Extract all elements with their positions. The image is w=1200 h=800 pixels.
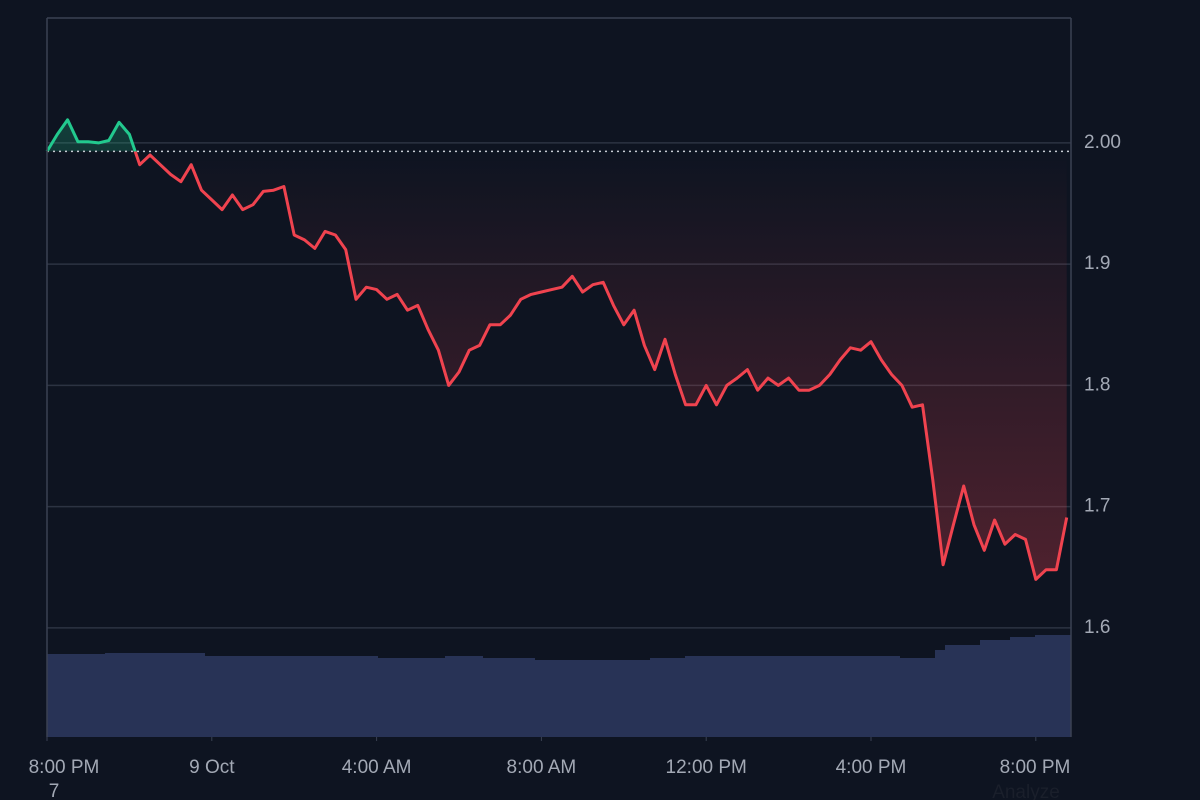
price-line <box>45 118 1069 581</box>
x-tick-label: 9 Oct <box>189 757 235 778</box>
footer-label: 7 <box>49 781 60 800</box>
x-tick-label: 4:00 PM <box>836 757 907 778</box>
footer-label[interactable]: Analyze <box>992 782 1060 800</box>
y-tick-label: 1.6 <box>1084 617 1110 638</box>
plot <box>45 118 1071 581</box>
y-tick-label: 1.9 <box>1084 253 1110 274</box>
x-tick-label: 8:00 AM <box>507 757 577 778</box>
volume-area <box>47 635 1071 737</box>
y-tick-label: 1.7 <box>1084 496 1110 517</box>
x-tick-label: 4:00 AM <box>342 757 412 778</box>
x-tick-label: 8:00 PM <box>29 757 100 778</box>
x-tick-label: 12:00 PM <box>666 757 747 778</box>
y-tick-label: 1.8 <box>1084 374 1110 395</box>
y-tick-label: 2.00 <box>1084 132 1121 153</box>
area-fill <box>47 119 1067 580</box>
x-tick-label: 8:00 PM <box>1000 757 1071 778</box>
